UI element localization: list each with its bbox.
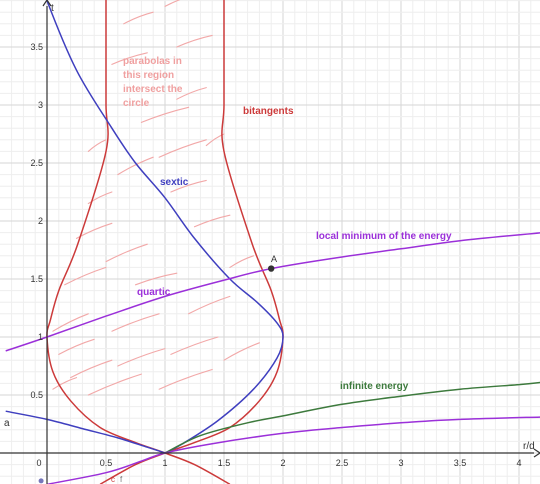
hatch-stroke [170,179,207,193]
x-tick-label: 3.5 [454,458,467,468]
y-axis-arrow [42,0,52,7]
region-hatching [52,0,260,396]
series-curve-5 [46,416,540,484]
hatch-stroke [52,377,78,390]
y-tick-label: 1 [38,332,43,342]
hatch-stroke [52,313,89,332]
hatch-stroke [158,368,213,390]
hatch-stroke [117,156,154,176]
hatch-stroke [70,359,113,379]
y-tick-label: 3.5 [30,42,43,52]
curve-a-label: a [4,418,10,429]
y-tick-label: 0.5 [30,390,43,400]
region-note: parabolas in this region intersect the circ… [123,56,183,109]
y-tick-label: 1.5 [30,274,43,284]
hatch-stroke [223,342,260,361]
point-a-label: A [271,254,277,264]
sextic-label: sextic [160,177,189,188]
hatch-stroke [105,243,148,263]
quartic-label: quartic [137,287,171,298]
hatch-stroke [229,255,255,268]
series-curve-3 [5,232,540,352]
hatch-stroke [193,214,231,228]
hatch-stroke [87,373,142,396]
region-note-line: this region [123,70,174,81]
x-tick-label: 3 [398,458,403,468]
x-tick-label: 0.5 [100,458,113,468]
y-tick-label: 3 [38,100,43,110]
series-curve-1 [45,0,284,454]
f-label: f [120,475,123,484]
bitangents-label: bitangents [243,106,294,117]
hatch-stroke [123,11,154,25]
hatch-stroke [176,34,213,48]
y-axis-label: t [51,3,54,14]
x-tick-label: 2 [280,458,285,468]
hatch-stroke [111,52,148,65]
y-tick-label: 2.5 [30,158,43,168]
y-tick-label: 2 [38,216,43,226]
x-axis-arrow [533,448,540,458]
x-tick-label: 1 [162,458,167,468]
x-tick-label: 0 [36,458,41,468]
hatch-stroke [140,106,190,123]
hatch-stroke [134,272,178,286]
local-minimum-label: local minimum of the energy [316,231,452,242]
x-axis-label: r/d [523,441,535,452]
hatch-stroke [87,191,113,205]
annotations: parabolas in this region intersect the circ… [4,3,535,484]
hatch-stroke [64,266,107,286]
x-tick-label: 1.5 [218,458,231,468]
hatch-stroke [188,295,231,315]
infinite-energy-label: infinite energy [340,381,409,392]
point-a [268,265,275,272]
region-note-line: parabolas in [123,56,182,67]
hatch-stroke [111,313,160,332]
hatch-stroke [117,348,166,367]
region-note-line: circle [123,98,150,109]
c-label: c [111,475,115,484]
origin-dot [38,478,44,484]
region-note-line: intersect the [123,84,183,95]
series-curve-2 [5,410,166,454]
hatch-stroke [164,0,181,7]
hatch-stroke [58,338,95,355]
hatch-stroke [87,139,107,152]
x-tick-label: 4 [516,458,521,468]
hatch-stroke [158,139,207,158]
series-curve-4 [164,381,540,454]
hatch-stroke [170,336,219,355]
x-tick-label: 2.5 [336,458,349,468]
hatch-stroke [176,87,207,100]
